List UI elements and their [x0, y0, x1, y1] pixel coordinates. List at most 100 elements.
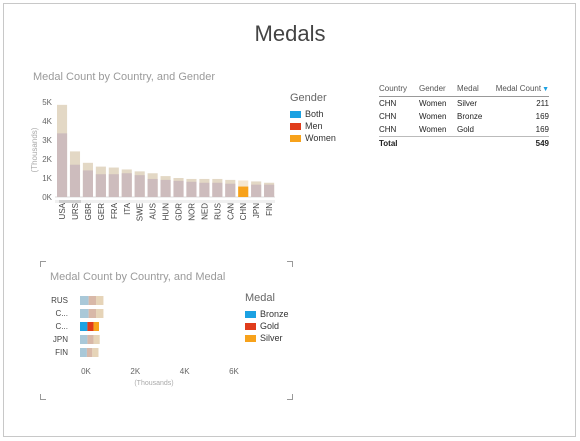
total-value: 549	[491, 135, 549, 150]
x-tick-label: ITA	[123, 202, 132, 215]
x-axis-label: (Thousands)	[134, 380, 173, 387]
x-tick-label: FIN	[265, 203, 274, 216]
cell-count: 169	[535, 124, 549, 134]
x-tick-label: CHN	[239, 203, 248, 221]
bar-women-rus[interactable]	[212, 182, 223, 197]
legend-swatch	[290, 122, 301, 130]
x-tick-label: NED	[200, 203, 209, 220]
y-axis-label: (Thousands)	[30, 127, 39, 172]
selection-corner-tl[interactable]	[40, 261, 46, 267]
bar-women-aus[interactable]	[147, 178, 158, 197]
table-row[interactable]: CHN Women Gold 169	[379, 123, 549, 137]
y-tick-label: 3K	[42, 136, 52, 145]
medal-chart-title: Medal Count by Country, and Medal	[50, 271, 226, 283]
x-tick-label: FRA	[110, 202, 119, 219]
table-row[interactable]: CHN Women Bronze 169	[379, 110, 549, 123]
bar-silver[interactable]	[93, 322, 99, 331]
cell-empty	[457, 135, 491, 150]
table-row[interactable]: CHN Women Silver 211	[379, 96, 549, 110]
column-header-gender[interactable]: Gender	[419, 82, 457, 97]
bar-women-nor[interactable]	[186, 181, 197, 197]
bar-women-can[interactable]	[225, 183, 236, 197]
bar-women-ned[interactable]	[199, 182, 210, 197]
bar-bronze[interactable]	[80, 348, 87, 357]
bar-women-chn[interactable]	[238, 186, 249, 197]
x-tick-label: 0K	[81, 367, 91, 376]
x-tick-label: 4K	[180, 367, 190, 376]
bar-women-usa[interactable]	[57, 133, 68, 197]
report-canvas	[3, 3, 576, 437]
legend-label: Women	[305, 133, 336, 143]
bar-women-ita[interactable]	[121, 173, 132, 197]
bar-gold[interactable]	[88, 309, 97, 318]
selection-corner-tr[interactable]	[287, 261, 293, 267]
bar-silver[interactable]	[96, 296, 104, 305]
bar-gold[interactable]	[87, 322, 94, 331]
bar-women-urs[interactable]	[69, 164, 81, 197]
cell-gender: Women	[419, 98, 447, 108]
legend-item-men[interactable]: Men	[290, 120, 336, 132]
legend-label: Silver	[260, 333, 283, 343]
legend-label: Gold	[260, 321, 280, 331]
y-tick-label: RUS	[51, 296, 68, 305]
legend-swatch	[290, 134, 301, 142]
legend-item-women[interactable]: Women	[290, 132, 336, 144]
bar-silver[interactable]	[96, 309, 104, 318]
legend-item-both[interactable]: Both	[290, 108, 336, 120]
y-tick-label: 2K	[42, 155, 52, 164]
bar-bronze[interactable]	[80, 296, 89, 305]
x-tick-label: 2K	[130, 367, 140, 376]
bar-gold[interactable]	[87, 335, 94, 344]
y-tick-label: 0K	[42, 193, 52, 202]
cell-country: CHN	[379, 124, 397, 134]
bar-silver[interactable]	[92, 348, 99, 357]
column-header-country[interactable]: Country	[379, 82, 419, 97]
legend-item-gold[interactable]: Gold	[245, 320, 289, 332]
bar-women-gbr[interactable]	[82, 170, 93, 197]
medal-legend-title: Medal	[245, 292, 275, 304]
bar-women-ger[interactable]	[95, 174, 106, 197]
horizontal-scrollbar-thumb[interactable]	[59, 200, 81, 203]
legend-swatch	[245, 334, 256, 342]
bar-chart-title: Medal Count by Country, and Gender	[33, 71, 216, 83]
y-tick-label: 1K	[42, 174, 52, 183]
x-tick-label: URS	[71, 203, 80, 220]
bar-bronze[interactable]	[80, 309, 89, 318]
x-tick-label: NOR	[187, 203, 196, 221]
cell-medal: Gold	[457, 124, 474, 134]
bar-bronze[interactable]	[80, 335, 88, 344]
selection-corner-bl[interactable]	[40, 394, 46, 400]
bar-women-gdr[interactable]	[173, 180, 184, 197]
x-tick-label: AUS	[149, 203, 158, 219]
bar-women-hun[interactable]	[160, 179, 171, 197]
y-tick-label: 5K	[42, 98, 52, 107]
cell-count: 211	[536, 98, 549, 108]
legend-item-silver[interactable]: Silver	[245, 332, 289, 344]
x-tick-label: RUS	[213, 203, 222, 220]
bar-women-swe[interactable]	[134, 175, 145, 197]
cell-gender: Women	[419, 111, 447, 121]
x-tick-label: SWE	[136, 203, 145, 221]
x-tick-label: CAN	[226, 203, 235, 220]
gender-legend-title: Gender	[290, 92, 327, 104]
x-tick-label: USA	[58, 202, 67, 219]
cell-medal: Bronze	[457, 111, 483, 121]
x-tick-label: JPN	[252, 203, 261, 218]
column-header-medal[interactable]: Medal	[457, 82, 491, 97]
bar-women-jpn[interactable]	[251, 184, 262, 197]
legend-swatch	[245, 310, 256, 318]
bar-bronze[interactable]	[80, 322, 88, 331]
bar-gold[interactable]	[86, 348, 93, 357]
sort-desc-icon[interactable]: ▼	[542, 85, 549, 93]
bar-women-fra[interactable]	[108, 174, 119, 197]
bar-gold[interactable]	[88, 296, 97, 305]
bar-silver[interactable]	[93, 335, 100, 344]
horizontal-scrollbar-track[interactable]	[55, 200, 275, 203]
legend-item-bronze[interactable]: Bronze	[245, 308, 289, 320]
column-header-medal-count[interactable]: Medal Count▼	[491, 82, 549, 97]
selection-corner-br[interactable]	[287, 394, 293, 400]
bar-women-fin[interactable]	[264, 184, 275, 197]
cell-medal: Silver	[457, 98, 478, 108]
x-tick-label: 6K	[229, 367, 239, 376]
